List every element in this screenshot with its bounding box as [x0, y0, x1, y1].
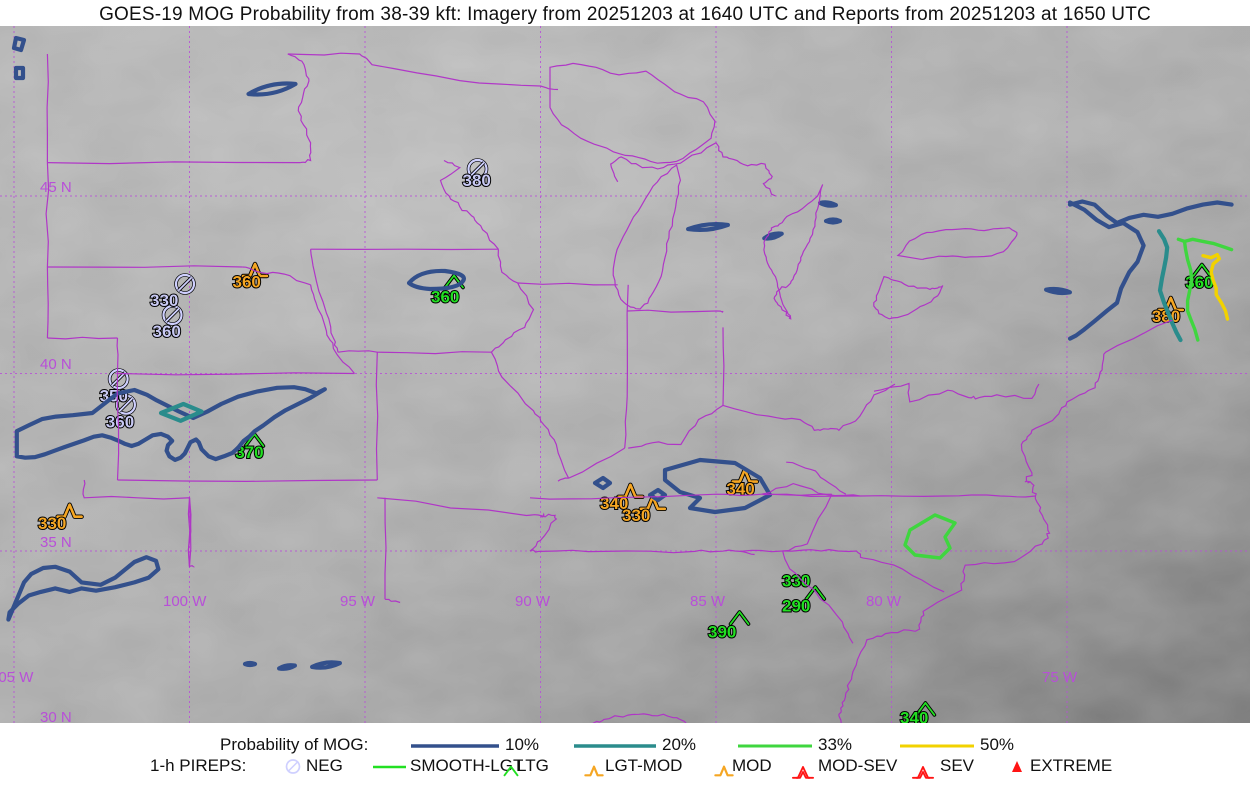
svg-text:MOD-SEV: MOD-SEV [818, 756, 898, 775]
svg-text:380: 380 [463, 171, 491, 190]
svg-text:330: 330 [38, 514, 66, 533]
svg-text:LTG: LTG [517, 756, 549, 775]
svg-text:360: 360 [106, 413, 134, 432]
svg-text:SEV: SEV [940, 756, 975, 775]
svg-text:NEG: NEG [306, 756, 343, 775]
svg-text:90 W: 90 W [515, 593, 551, 610]
svg-text:105 W: 105 W [0, 669, 34, 686]
svg-text:40 N: 40 N [40, 356, 72, 373]
svg-text:MOD: MOD [732, 756, 772, 775]
svg-text:30 N: 30 N [40, 709, 72, 723]
svg-text:10%: 10% [505, 735, 539, 754]
svg-text:330: 330 [622, 506, 650, 525]
svg-text:LGT-MOD: LGT-MOD [605, 756, 682, 775]
svg-text:50%: 50% [980, 735, 1014, 754]
svg-text:290: 290 [782, 597, 810, 616]
svg-text:EXTREME: EXTREME [1030, 756, 1112, 775]
svg-text:95 W: 95 W [340, 593, 376, 610]
svg-text:Probability of MOG:: Probability of MOG: [220, 735, 368, 754]
svg-text:85 W: 85 W [690, 593, 726, 610]
svg-text:20%: 20% [662, 735, 696, 754]
svg-text:1-h PIREPS:: 1-h PIREPS: [150, 756, 246, 775]
svg-text:80 W: 80 W [866, 593, 902, 610]
svg-text:330: 330 [150, 291, 178, 310]
svg-text:360: 360 [153, 322, 181, 341]
svg-text:75 W: 75 W [1042, 669, 1078, 686]
svg-text:35 N: 35 N [40, 534, 72, 551]
svg-text:360: 360 [233, 273, 261, 292]
svg-text:100 W: 100 W [163, 593, 207, 610]
svg-text:33%: 33% [818, 735, 852, 754]
svg-text:45 N: 45 N [40, 179, 72, 196]
svg-text:390: 390 [708, 622, 736, 641]
svg-text:340: 340 [900, 709, 928, 724]
